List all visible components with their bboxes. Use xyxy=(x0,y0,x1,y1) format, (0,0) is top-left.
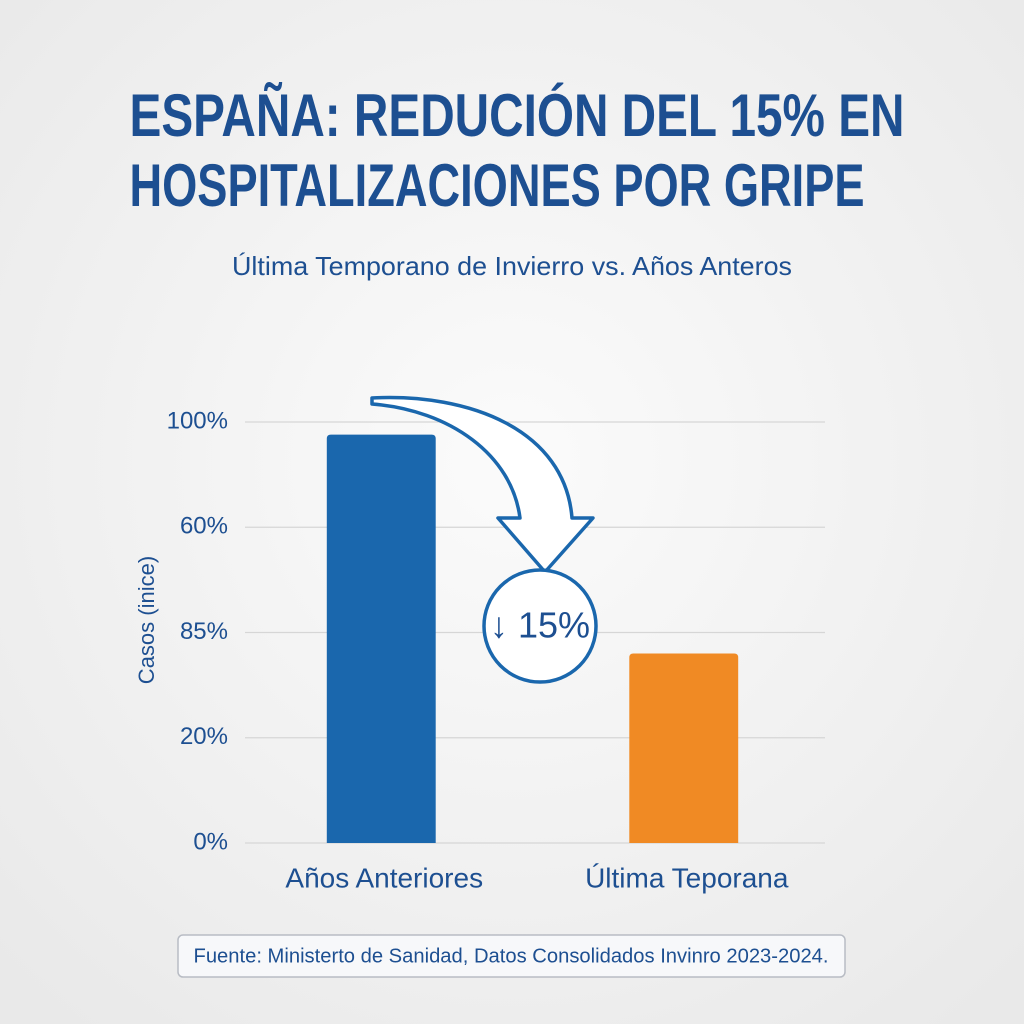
chart-title: ESPAÑA: REDUCIÓN DEL 15% EN xyxy=(130,82,905,149)
source-box xyxy=(177,934,846,978)
reduction-badge xyxy=(482,568,598,684)
bar xyxy=(326,434,436,843)
y-tick-label: 20% xyxy=(180,723,228,750)
x-tick-label: Años Anteriores xyxy=(285,862,483,893)
y-tick-label: 60% xyxy=(180,513,228,540)
y-tick-label: 85% xyxy=(180,618,228,645)
reduction-arrow xyxy=(370,395,595,574)
x-tick-label: Última Teporana xyxy=(585,862,789,893)
chart-subtitle: Última Temporano de Invierro vs. Años An… xyxy=(232,251,792,281)
y-axis-label: Casos (inice) xyxy=(134,556,159,684)
y-tick-label: 100% xyxy=(167,407,228,434)
source-note: Fuente: Ministerto de Sanidad, Datos Con… xyxy=(194,945,829,967)
plot-area: 0% 20% 85% 60% 100% Años Anteriores Última Tep… xyxy=(167,407,825,893)
y-tick-label: 0% xyxy=(193,828,228,855)
reduction-label: ↓ 15% xyxy=(490,605,590,646)
bar xyxy=(629,653,739,843)
chart-title: HOSPITALIZACIONES POR GRIPE xyxy=(130,152,865,219)
